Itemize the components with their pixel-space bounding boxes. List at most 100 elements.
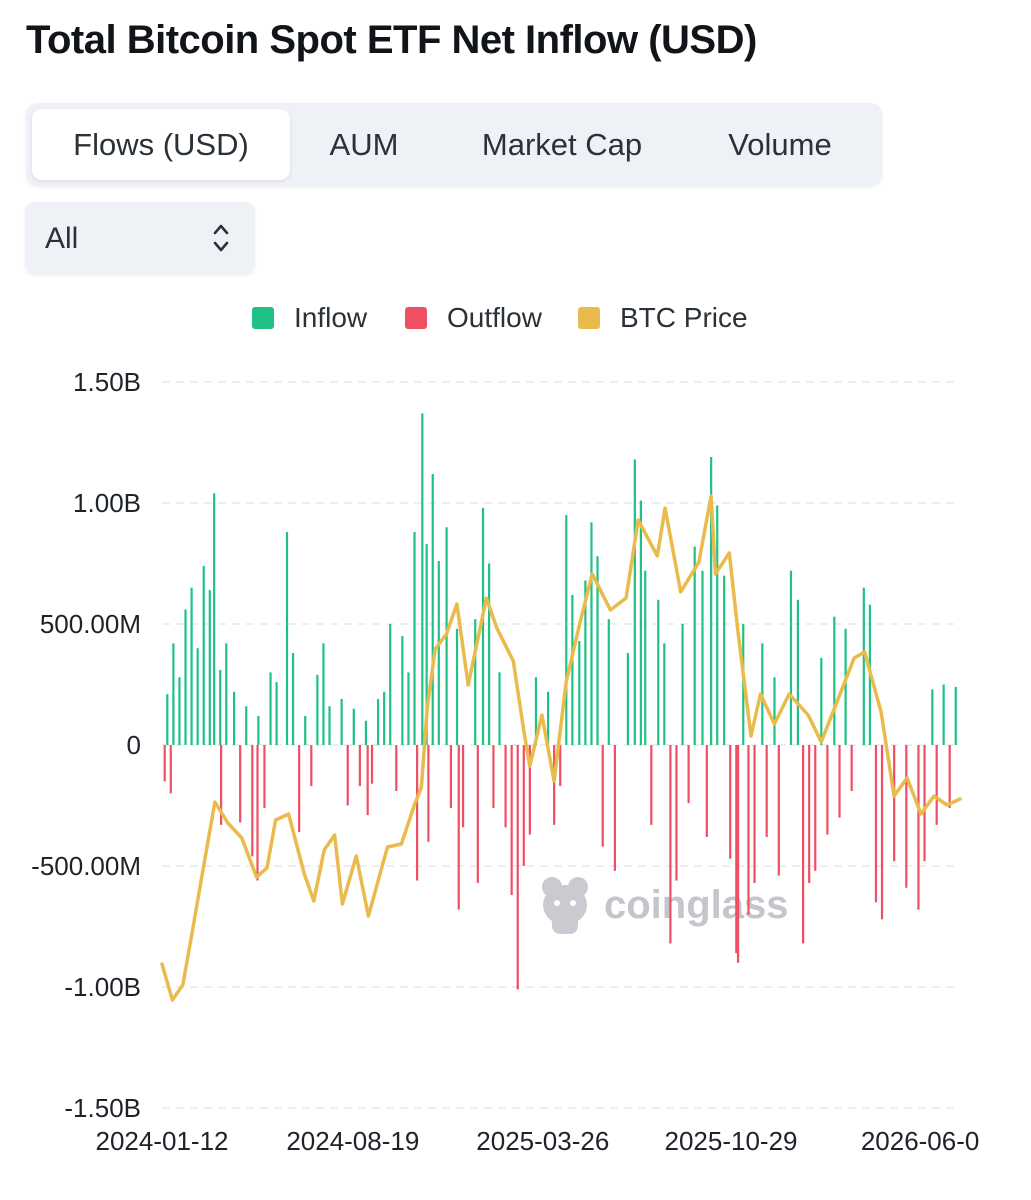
inflow-bar bbox=[364, 720, 368, 745]
y-tick-label: -1.00B bbox=[64, 972, 141, 1002]
inflow-bar bbox=[376, 699, 380, 745]
inflow-bar bbox=[681, 624, 684, 745]
x-tick-label: 2025-03-26 bbox=[476, 1126, 609, 1156]
inflow-bar bbox=[178, 677, 181, 745]
outflow-bar bbox=[263, 745, 266, 808]
outflow-bar bbox=[747, 745, 750, 915]
tab-volume[interactable]: Volume bbox=[728, 126, 832, 162]
inflow-bar bbox=[425, 544, 428, 745]
inflow-bar bbox=[481, 507, 485, 745]
legend-item-btc-price[interactable]: BTC Price bbox=[578, 300, 748, 336]
tab-market-cap[interactable]: Market Cap bbox=[481, 126, 643, 162]
inflow-bar bbox=[796, 599, 799, 745]
tab-flows-usd[interactable]: Flows (USD) bbox=[32, 109, 290, 180]
outflow-bar bbox=[705, 745, 708, 837]
inflow-bar bbox=[578, 640, 581, 745]
outflow-bar bbox=[826, 745, 829, 835]
outflow-bar bbox=[808, 745, 811, 883]
inflow-bar bbox=[431, 473, 434, 745]
inflow-bar bbox=[546, 691, 550, 745]
inflow-bar bbox=[716, 505, 719, 745]
outflow-bar bbox=[765, 745, 768, 837]
outflow-bar bbox=[753, 745, 756, 883]
inflow-bar bbox=[196, 648, 199, 745]
outflow-bar bbox=[675, 745, 678, 881]
inflow-bar bbox=[421, 413, 424, 745]
inflow-bar bbox=[328, 706, 331, 745]
inflow-bar bbox=[275, 682, 278, 745]
watermark-text: coinglass bbox=[604, 883, 789, 927]
period-select[interactable]: All bbox=[25, 202, 255, 274]
tab-aum[interactable]: AUM bbox=[329, 126, 399, 162]
inflow-bar bbox=[663, 643, 666, 745]
x-tick-label: 2024-08-19 bbox=[286, 1126, 419, 1156]
outflow-bar bbox=[510, 745, 513, 896]
y-tick-label: -500.00M bbox=[31, 851, 141, 881]
period-select-value: All bbox=[45, 222, 79, 255]
inflow-bar bbox=[232, 691, 236, 745]
inflow-bar bbox=[291, 653, 295, 745]
inflow-bar bbox=[701, 570, 704, 745]
inflow-bar bbox=[693, 546, 696, 745]
legend-swatch-outflow bbox=[405, 307, 427, 329]
inflow-bar bbox=[710, 457, 713, 745]
chart-legend: Inflow Outflow BTC Price bbox=[0, 300, 1031, 336]
inflow-bar bbox=[862, 587, 865, 745]
tab-bar: Flows (USD) AUM Market Cap Volume bbox=[26, 103, 882, 186]
inflow-bar bbox=[172, 643, 175, 745]
outflow-bar bbox=[814, 745, 817, 871]
inflow-bar bbox=[626, 653, 629, 745]
inflow-bar bbox=[820, 657, 823, 745]
inflow-bar bbox=[322, 643, 325, 745]
outflow-bar bbox=[449, 745, 453, 808]
inflow-bar bbox=[389, 624, 392, 745]
inflow-bar bbox=[596, 556, 599, 745]
inflow-bar bbox=[316, 674, 319, 745]
inflow-bar bbox=[213, 493, 216, 745]
outflow-bar bbox=[669, 745, 672, 944]
inflow-bar bbox=[383, 691, 386, 745]
outflow-bar bbox=[923, 745, 926, 862]
inflow-bar bbox=[257, 715, 260, 745]
inflow-bar bbox=[245, 706, 248, 745]
inflow-bar bbox=[352, 708, 355, 745]
outflow-bar bbox=[516, 745, 519, 990]
outflow-bar bbox=[416, 745, 419, 881]
outflow-bar bbox=[239, 745, 242, 823]
legend-swatch-inflow bbox=[252, 307, 274, 329]
outflow-bar bbox=[948, 745, 951, 808]
inflow-bar bbox=[488, 563, 491, 745]
inflow-bar bbox=[401, 636, 404, 745]
outflow-bar bbox=[163, 745, 166, 782]
inflow-bar bbox=[455, 628, 459, 745]
inflow-bar bbox=[590, 522, 593, 745]
outflow-bar bbox=[366, 745, 369, 816]
inflow-bar bbox=[657, 599, 660, 745]
inflow-bar bbox=[202, 565, 205, 745]
legend-item-inflow[interactable]: Inflow bbox=[252, 300, 367, 336]
y-tick-label: -1.50B bbox=[64, 1093, 141, 1123]
inflow-bar bbox=[565, 515, 568, 745]
inflow-bar bbox=[166, 694, 169, 745]
outflow-bar bbox=[553, 745, 556, 825]
outflow-bar bbox=[613, 745, 616, 871]
legend-label-outflow: Outflow bbox=[447, 302, 542, 333]
outflow-bar bbox=[893, 745, 896, 862]
outflow-bar bbox=[370, 745, 374, 784]
outflow-bar bbox=[298, 745, 301, 833]
outflow-bar bbox=[559, 745, 562, 787]
outflow-bar bbox=[461, 745, 465, 828]
legend-item-outflow[interactable]: Outflow bbox=[405, 300, 542, 336]
inflow-bar bbox=[633, 459, 636, 745]
inflow-bar bbox=[340, 699, 343, 745]
outflow-bar bbox=[874, 745, 878, 903]
page-title: Total Bitcoin Spot ETF Net Inflow (USD) bbox=[26, 18, 757, 62]
outflow-bar bbox=[476, 745, 479, 883]
btc-price-line bbox=[160, 494, 962, 1002]
x-tick-label: 2026-06-0 bbox=[861, 1126, 980, 1156]
inflow-bar bbox=[723, 575, 726, 745]
legend-label-inflow: Inflow bbox=[294, 302, 368, 333]
inflow-bar bbox=[269, 672, 272, 745]
inflow-bar bbox=[584, 580, 587, 745]
